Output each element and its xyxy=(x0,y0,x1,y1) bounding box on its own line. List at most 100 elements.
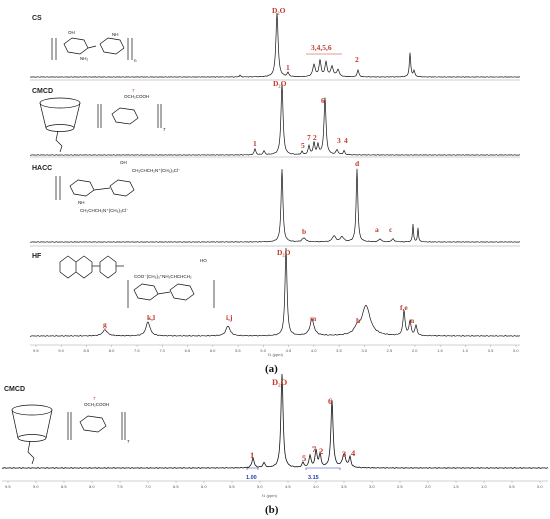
cs-nh-text: NH xyxy=(112,32,119,37)
structure-hacc: CH₂CHCH₂N⁺(CH₃)₃Cl⁻ CH₂CHCH₂N⁺(CH₃)₃Cl⁻ … xyxy=(55,160,181,213)
axis-tick-label: 5.0 xyxy=(257,484,263,489)
peak-label-b-d2o: D₂O xyxy=(272,377,288,387)
panel-label-a: (a) xyxy=(265,363,278,375)
hacc-nh-text: NH xyxy=(78,200,85,205)
axis-b-unit: f1 (ppm) xyxy=(262,493,278,498)
integral-1: 1.00 xyxy=(246,475,257,481)
sample-label-hf: HF xyxy=(32,253,42,260)
spectrum-hf xyxy=(29,247,521,337)
hacc-oh-text: OH xyxy=(120,160,127,165)
axis-tick-label: 0.0 xyxy=(513,348,519,353)
axis-tick-label: 3.5 xyxy=(341,484,347,489)
peak-label-b-3: 3 xyxy=(342,449,346,459)
integral-brackets xyxy=(246,467,341,470)
peak-label-cs-d2o: D₂O xyxy=(272,6,286,15)
axis-tick-label: 7.5 xyxy=(117,484,123,489)
peak-label-b-2: 2 xyxy=(319,446,323,456)
axis-tick-label: 7.0 xyxy=(159,348,165,353)
peak-label-hacc-d: d xyxy=(355,159,360,168)
peak-label-cmcd-2: 2 xyxy=(313,133,317,142)
cmcd-seven-text: 7 xyxy=(132,88,135,93)
axis-tick-label: 6.0 xyxy=(201,484,207,489)
axis-tick-label: 7.0 xyxy=(145,484,151,489)
axis-tick-label: 5.0 xyxy=(260,348,266,353)
cmcd-cooh-text: OCH₂COOH xyxy=(124,94,149,99)
axis-a-ticks: 9.5 9.0 8.5 8.0 7.5 7.0 6.5 6.0 5.5 5.0 4.5 4.0 3.5 3… xyxy=(33,345,519,353)
structure-hf: COO⁻(CH₃)₃⁺NH₂CHCHCH₂ HO xyxy=(59,255,215,308)
peak-label-b-1: 1 xyxy=(250,450,254,460)
axis-tick-label: 2.0 xyxy=(425,484,431,489)
axis-tick-label: 2.0 xyxy=(412,348,418,353)
axis-tick-label: 7.5 xyxy=(134,348,140,353)
axis-tick-label: 8.0 xyxy=(89,484,95,489)
peak-label-hf-g: g xyxy=(103,320,107,329)
peak-label-cmcd-5: 5 xyxy=(301,141,305,150)
peak-label-b-4: 4 xyxy=(351,448,356,458)
peak-label-cmcd-3: 3 xyxy=(337,136,341,145)
axis-tick-label: 1.0 xyxy=(462,348,468,353)
cmcd-b-seven-text: 7 xyxy=(93,396,96,401)
peak-label-hf-d2o: D₂O xyxy=(277,248,291,257)
cmcd-n7-text: 7 xyxy=(163,127,166,132)
sample-label-hacc: HACC xyxy=(32,165,52,172)
axis-a-unit: f1 (ppm) xyxy=(268,352,284,357)
hf-ho-text: HO xyxy=(200,258,207,263)
spectrum-cs xyxy=(30,12,521,78)
peak-label-cmcd-1: 1 xyxy=(253,139,257,148)
axis-tick-label: 1.0 xyxy=(481,484,487,489)
sample-label-cs: CS xyxy=(32,15,42,22)
peak-label-hf-m: m xyxy=(310,314,317,323)
axis-tick-label: 5.5 xyxy=(235,348,241,353)
axis-tick-label: 4.0 xyxy=(313,484,319,489)
axis-tick-label: 4.5 xyxy=(286,348,292,353)
peak-label-cmcd-7: 7 xyxy=(307,133,311,142)
cs-oh-text: OH xyxy=(68,30,75,35)
axis-tick-label: 2.5 xyxy=(397,484,403,489)
axis-tick-label: 9.0 xyxy=(58,348,64,353)
hf-quat-text: COO⁻(CH₃)₃⁺NH₂CHCHCH₂ xyxy=(134,274,192,279)
peak-label-cs-3456: 3,4,5,6 xyxy=(311,43,332,52)
axis-tick-label: 2.5 xyxy=(387,348,393,353)
axis-tick-label: 1.5 xyxy=(453,484,459,489)
peak-label-b-7: 7 xyxy=(312,444,317,454)
axis-tick-label: 8.0 xyxy=(109,348,115,353)
peak-label-hf-ij: i,j xyxy=(226,313,233,322)
axis-tick-label: 8.5 xyxy=(84,348,90,353)
sample-label-cmcd-b: CMCD xyxy=(4,386,25,393)
cs-nh2-text: NH₂ xyxy=(80,56,88,61)
axis-tick-label: 8.5 xyxy=(61,484,67,489)
axis-tick-label: 1.5 xyxy=(437,348,443,353)
integral-2: 3.15 xyxy=(308,475,319,481)
peak-label-cmcd-d2o: D₂O xyxy=(273,79,287,88)
peak-label-hf-fe: f,e xyxy=(400,303,408,312)
cmcd-b-cooh-text: OCH₂COOH xyxy=(84,402,109,407)
spectrum-cmcd-b xyxy=(1,373,549,469)
cs-n-text: n xyxy=(134,58,137,63)
spectrum-hacc xyxy=(29,168,521,243)
axis-b-ticks: 9.5 9.0 8.5 8.0 7.5 7.0 6.5 6.0 5.5 5.0 4.5 4.0 3.5 3… xyxy=(5,481,543,489)
spectrum-cmcd xyxy=(29,83,521,156)
structure-cs: OH NH NH₂ n xyxy=(51,30,137,63)
peak-label-cs-1: 1 xyxy=(286,63,290,72)
axis-tick-label: 4.0 xyxy=(311,348,317,353)
axis-tick-label: 5.5 xyxy=(229,484,235,489)
sample-label-cmcd: CMCD xyxy=(32,88,53,95)
peak-label-hacc-b: b xyxy=(302,227,306,236)
hacc-quat1-text: CH₂CHCH₂N⁺(CH₃)₃Cl⁻ xyxy=(132,168,181,173)
structure-cmcd: OCH₂COOH 7 7 xyxy=(39,88,166,153)
peak-label-cmcd-4: 4 xyxy=(344,136,348,145)
axis-tick-label: 3.5 xyxy=(336,348,342,353)
peak-label-hf-n: n xyxy=(410,316,415,325)
axis-tick-label: 9.5 xyxy=(33,348,39,353)
cmcd-b-n7-text: 7 xyxy=(127,439,130,444)
axis-tick-label: 3.0 xyxy=(361,348,367,353)
axis-tick-label: 6.5 xyxy=(173,484,179,489)
axis-tick-label: 0.0 xyxy=(537,484,543,489)
peak-label-cs-2: 2 xyxy=(355,55,359,64)
peak-label-cmcd-6: 6 xyxy=(321,96,325,105)
axis-tick-label: 9.0 xyxy=(33,484,39,489)
axis-tick-label: 3.0 xyxy=(369,484,375,489)
peak-label-b-5: 5 xyxy=(302,453,306,463)
axis-tick-label: 6.5 xyxy=(185,348,191,353)
